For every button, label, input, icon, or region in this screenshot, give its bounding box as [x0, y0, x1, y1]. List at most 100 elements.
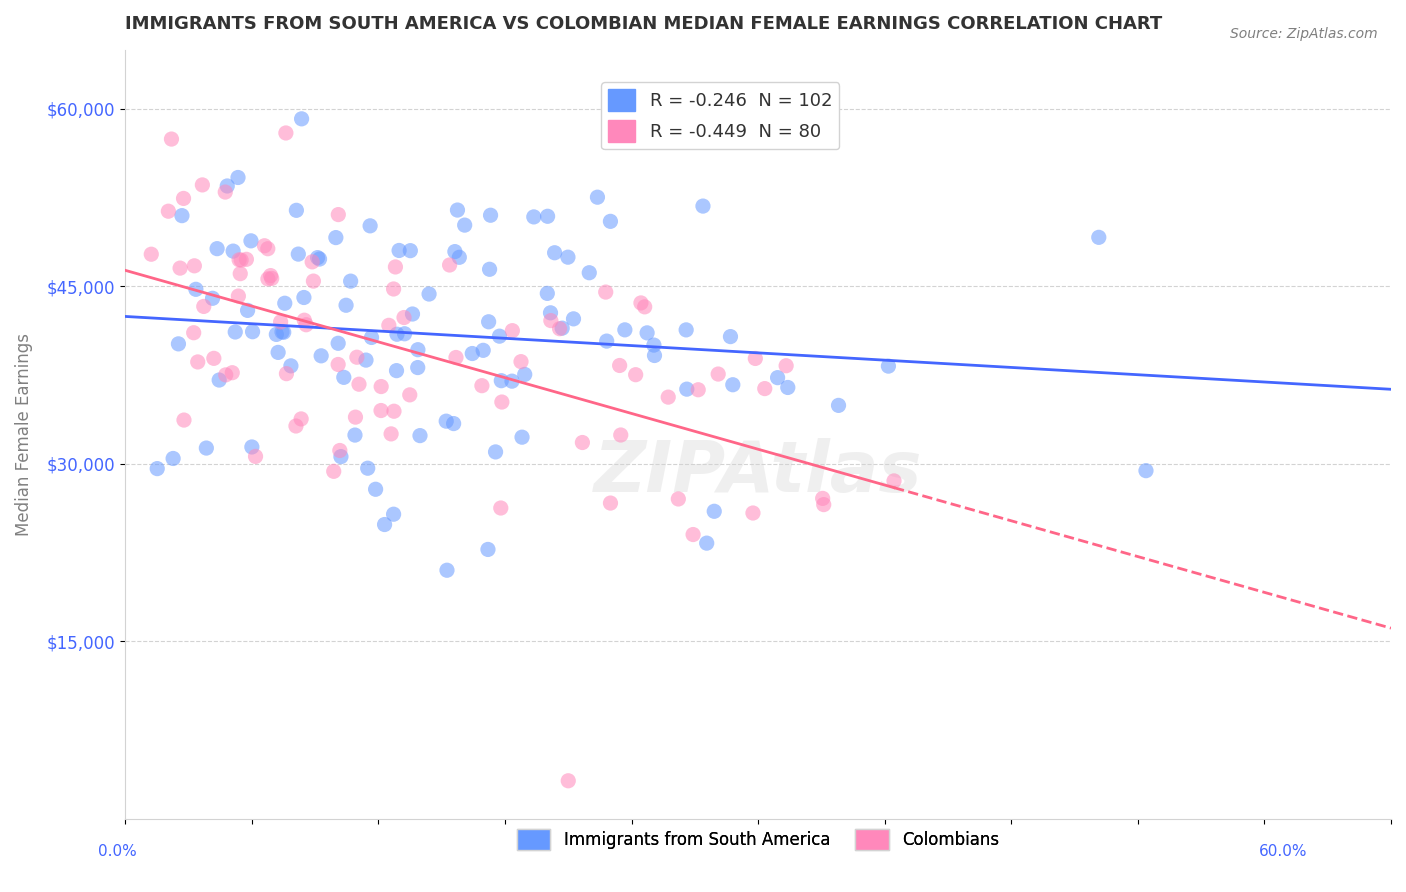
Point: [540, 306, 562, 320]
Point: [444, 351, 467, 365]
Point: [217, 178, 239, 193]
Point: [742, 506, 765, 520]
Point: [385, 364, 408, 378]
Point: [636, 326, 658, 340]
Point: [613, 323, 636, 337]
Point: [285, 203, 308, 218]
Text: Source: ZipAtlas.com: Source: ZipAtlas.com: [1230, 27, 1378, 41]
Point: [173, 413, 195, 427]
Point: [357, 461, 380, 475]
Point: [215, 368, 238, 382]
Point: [374, 517, 396, 532]
Point: [406, 360, 429, 375]
Point: [235, 252, 257, 267]
Point: [292, 313, 315, 327]
Point: [328, 208, 350, 222]
Point: [322, 464, 344, 478]
Point: [333, 370, 356, 384]
Point: [236, 303, 259, 318]
Text: 60.0%: 60.0%: [1260, 845, 1308, 859]
Point: [609, 359, 631, 373]
Point: [273, 325, 295, 339]
Point: [392, 310, 415, 325]
Point: [536, 209, 558, 223]
Point: [364, 483, 387, 497]
Point: [271, 325, 294, 339]
Point: [471, 378, 494, 392]
Point: [478, 315, 501, 329]
Point: [328, 358, 350, 372]
Point: [382, 507, 405, 521]
Legend: Immigrants from South America, Colombians: Immigrants from South America, Colombian…: [510, 822, 1005, 856]
Point: [675, 382, 697, 396]
Point: [557, 250, 579, 264]
Point: [436, 563, 458, 577]
Point: [257, 272, 280, 286]
Point: [169, 261, 191, 276]
Point: [707, 367, 730, 381]
Point: [184, 282, 207, 296]
Point: [596, 334, 619, 348]
Point: [599, 496, 621, 510]
Point: [347, 377, 370, 392]
Point: [307, 251, 329, 265]
Point: [167, 336, 190, 351]
Point: [253, 239, 276, 253]
Point: [270, 315, 292, 329]
Point: [406, 343, 429, 357]
Point: [260, 271, 283, 285]
Point: [877, 359, 900, 373]
Point: [162, 451, 184, 466]
Point: [766, 370, 789, 384]
Point: [195, 441, 218, 455]
Point: [776, 380, 799, 394]
Point: [228, 252, 250, 267]
Point: [226, 170, 249, 185]
Point: [491, 395, 513, 409]
Point: [290, 412, 312, 426]
Point: [385, 327, 408, 342]
Point: [378, 318, 401, 333]
Point: [675, 323, 697, 337]
Point: [284, 419, 307, 434]
Point: [291, 112, 314, 126]
Text: IMMIGRANTS FROM SOUTH AMERICA VS COLOMBIAN MEDIAN FEMALE EARNINGS CORRELATION CH: IMMIGRANTS FROM SOUTH AMERICA VS COLOMBI…: [125, 15, 1163, 33]
Point: [335, 298, 357, 312]
Point: [446, 202, 468, 217]
Point: [205, 242, 228, 256]
Point: [484, 445, 506, 459]
Point: [170, 209, 193, 223]
Point: [208, 373, 231, 387]
Point: [461, 346, 484, 360]
Point: [643, 338, 665, 352]
Point: [157, 204, 180, 219]
Point: [173, 191, 195, 205]
Point: [443, 417, 465, 431]
Point: [688, 383, 710, 397]
Point: [346, 350, 368, 364]
Point: [360, 330, 382, 344]
Point: [295, 318, 318, 332]
Point: [160, 132, 183, 146]
Point: [187, 355, 209, 369]
Point: [266, 327, 288, 342]
Point: [224, 325, 246, 339]
Point: [571, 435, 593, 450]
Point: [382, 404, 405, 418]
Point: [222, 244, 245, 259]
Point: [478, 262, 501, 277]
Point: [418, 287, 440, 301]
Point: [221, 366, 243, 380]
Point: [1087, 230, 1109, 244]
Point: [401, 307, 423, 321]
Point: [228, 289, 250, 303]
Point: [543, 245, 565, 260]
Point: [595, 285, 617, 299]
Point: [477, 542, 499, 557]
Point: [329, 443, 352, 458]
Text: 0.0%: 0.0%: [98, 845, 138, 859]
Point: [811, 491, 834, 506]
Point: [183, 259, 205, 273]
Point: [229, 267, 252, 281]
Point: [398, 388, 420, 402]
